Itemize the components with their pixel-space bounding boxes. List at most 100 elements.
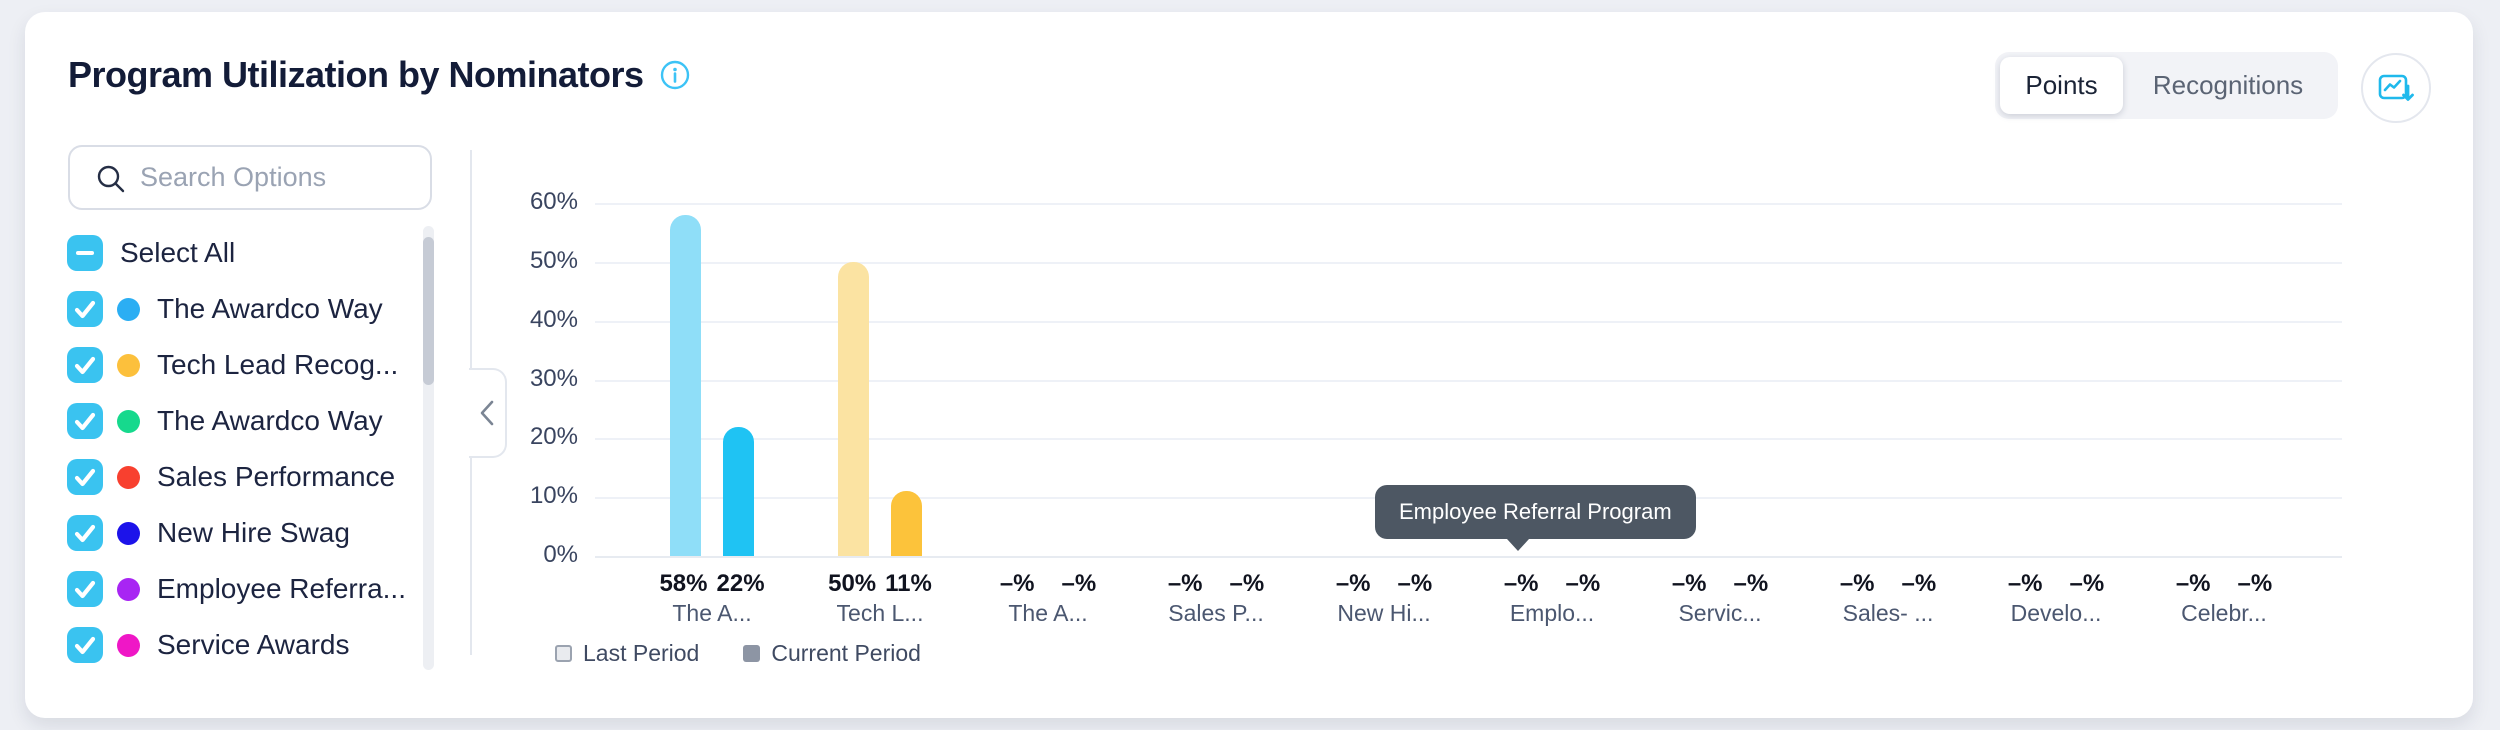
bar-group: –% –% Sales- ... xyxy=(1804,203,1972,626)
points-recognitions-toggle: Points Recognitions xyxy=(1995,52,2338,119)
value-labels: –% –% xyxy=(964,570,1132,598)
sidebar-scrollbar[interactable] xyxy=(423,226,434,670)
value-labels: –% –% xyxy=(1300,570,1468,598)
program-label: New Hire Swag xyxy=(157,517,350,548)
last-period-value: –% xyxy=(1671,570,1707,597)
category-label: New Hi... xyxy=(1337,600,1431,626)
y-axis-tick: 10% xyxy=(529,482,578,509)
check-icon xyxy=(74,300,96,319)
bar-last-period[interactable] xyxy=(670,215,701,556)
export-chart-button[interactable] xyxy=(2361,53,2431,123)
program-color-dot xyxy=(117,353,140,377)
legend-label: Current Period xyxy=(771,640,921,666)
toggle-points-button[interactable]: Points xyxy=(2000,57,2123,114)
y-axis-tick: 40% xyxy=(529,306,578,333)
program-color-dot xyxy=(117,521,140,545)
program-filter-item[interactable]: New Hire Swag xyxy=(25,505,455,561)
select-all-checkbox[interactable] xyxy=(67,235,103,271)
value-labels: –% –% xyxy=(1636,570,1804,598)
value-labels: 58% 22% xyxy=(628,570,796,598)
bar-group: –% –% Develo... xyxy=(1972,203,2140,626)
check-icon xyxy=(74,412,96,431)
category-label: Sales P... xyxy=(1168,600,1264,626)
last-period-value: 50% xyxy=(828,570,877,597)
bar-group: –% –% Celebr... xyxy=(2140,203,2308,626)
y-axis-tick: 50% xyxy=(529,247,578,274)
scrollbar-thumb[interactable] xyxy=(423,237,434,385)
last-period-swatch xyxy=(555,645,572,662)
current-period-value: –% xyxy=(1229,570,1265,597)
toggle-recognitions-button[interactable]: Recognitions xyxy=(2152,70,2304,100)
category-label: Develo... xyxy=(2010,600,2102,626)
program-label: The Awardco Way xyxy=(157,293,383,324)
info-icon[interactable] xyxy=(660,60,690,90)
bar-group: –% –% New Hi... xyxy=(1300,203,1468,626)
chart-tooltip-text: Employee Referral Program xyxy=(1399,499,1672,524)
value-labels: 50% 11% xyxy=(796,570,964,598)
program-color-dot xyxy=(117,577,140,601)
search-icon xyxy=(97,165,125,193)
legend-item-current-period[interactable]: Current Period xyxy=(743,640,921,667)
program-checkbox[interactable] xyxy=(67,347,103,383)
program-filter-list: Select All The Awardco Way Tech Lead Reco… xyxy=(25,225,455,673)
select-all-row[interactable]: Select All xyxy=(25,225,455,281)
program-checkbox[interactable] xyxy=(67,403,103,439)
gridline xyxy=(595,556,2342,558)
search-input[interactable] xyxy=(140,149,425,206)
program-color-dot xyxy=(117,633,140,657)
gridline xyxy=(595,262,2342,264)
program-checkbox[interactable] xyxy=(67,627,103,663)
check-icon xyxy=(74,636,96,655)
bar-group: –% –% The A... xyxy=(964,203,1132,626)
bar-group: –% –% Sales P... xyxy=(1132,203,1300,626)
program-utilization-card: Program Utilization by Nominators Points… xyxy=(25,12,2473,718)
program-label: Sales Performance xyxy=(157,461,396,492)
bar-group: 50% 11% Tech L... xyxy=(796,203,964,626)
program-color-dot xyxy=(117,465,140,489)
program-checkbox[interactable] xyxy=(67,515,103,551)
chevron-left-icon xyxy=(480,400,494,426)
bar-current-period[interactable] xyxy=(723,427,754,556)
check-icon xyxy=(74,356,96,375)
program-label: The Awardco Way xyxy=(157,405,383,436)
check-icon xyxy=(74,524,96,543)
program-label: Service Awards xyxy=(157,629,350,660)
last-period-value: –% xyxy=(1167,570,1203,597)
current-period-value: –% xyxy=(2069,570,2105,597)
program-filter-item[interactable]: Employee Referra... xyxy=(25,561,455,617)
category-label: The A... xyxy=(1008,600,1088,626)
bar-current-period[interactable] xyxy=(891,491,922,556)
current-period-value: 22% xyxy=(716,570,765,597)
current-period-value: –% xyxy=(1061,570,1097,597)
program-filter-item[interactable]: Service Awards xyxy=(25,617,455,673)
last-period-value: –% xyxy=(1335,570,1371,597)
program-filter-item[interactable]: The Awardco Way xyxy=(25,393,455,449)
bar-group: 58% 22% The A... xyxy=(628,203,796,626)
program-filter-item[interactable]: Tech Lead Recog... xyxy=(25,337,455,393)
check-icon xyxy=(74,468,96,487)
current-period-value: –% xyxy=(1901,570,1937,597)
page-title: Program Utilization by Nominators xyxy=(68,54,644,95)
chart-download-icon xyxy=(2378,74,2414,101)
chart-tooltip: Employee Referral Program xyxy=(1375,485,1696,551)
bar-last-period[interactable] xyxy=(838,262,869,556)
program-checkbox[interactable] xyxy=(67,459,103,495)
legend-item-last-period[interactable]: Last Period xyxy=(555,640,699,667)
search-options-box xyxy=(68,145,432,210)
program-checkbox[interactable] xyxy=(67,571,103,607)
last-period-value: –% xyxy=(999,570,1035,597)
y-axis-tick: 30% xyxy=(529,365,578,392)
legend-label: Last Period xyxy=(583,640,700,666)
program-filter-item[interactable]: The Awardco Way xyxy=(25,281,455,337)
current-period-value: 11% xyxy=(885,570,932,597)
program-filter-item[interactable]: Sales Performance xyxy=(25,449,455,505)
last-period-value: –% xyxy=(1503,570,1539,597)
program-checkbox[interactable] xyxy=(67,291,103,327)
value-labels: –% –% xyxy=(1132,570,1300,598)
y-axis-tick: 60% xyxy=(529,188,578,215)
collapse-sidebar-button[interactable] xyxy=(469,368,507,458)
card-header: Program Utilization by Nominators xyxy=(68,54,690,96)
indeterminate-icon xyxy=(76,251,94,255)
category-label: Sales- ... xyxy=(1842,600,1934,626)
gridline xyxy=(595,321,2342,323)
